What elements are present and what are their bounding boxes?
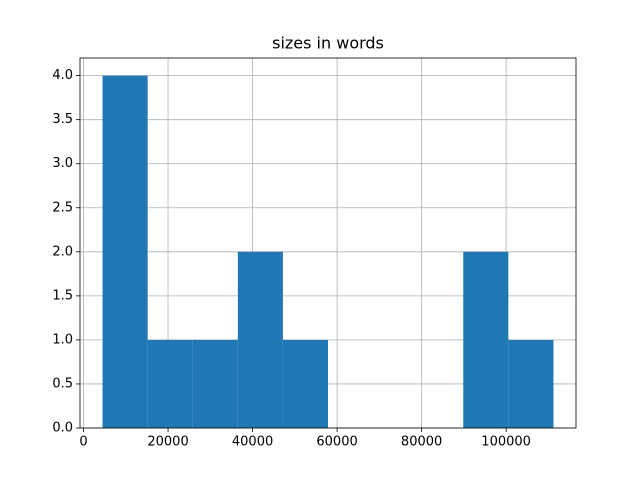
bar bbox=[282, 339, 328, 428]
chart-title: sizes in words bbox=[272, 34, 384, 53]
bar bbox=[508, 339, 554, 428]
bar bbox=[102, 75, 148, 428]
y-tick-label: 1.5 bbox=[52, 288, 73, 303]
y-tick-label: 0.0 bbox=[52, 421, 73, 436]
bar bbox=[192, 339, 238, 428]
y-tick-label: 0.5 bbox=[52, 376, 73, 391]
y-tick-label: 3.5 bbox=[52, 112, 73, 127]
y-tick-label: 2.0 bbox=[52, 244, 73, 259]
x-tick-label: 20000 bbox=[147, 435, 188, 450]
y-tick-label: 2.5 bbox=[52, 200, 73, 215]
bar bbox=[463, 251, 509, 428]
y-tick-label: 1.0 bbox=[52, 332, 73, 347]
bar bbox=[237, 251, 283, 428]
x-tick-label: 100000 bbox=[481, 435, 531, 450]
y-tick-label: 3.0 bbox=[52, 156, 73, 171]
x-tick-label: 60000 bbox=[316, 435, 357, 450]
y-tick-label: 4.0 bbox=[52, 68, 73, 83]
x-tick-label: 40000 bbox=[232, 435, 273, 450]
x-tick-label: 80000 bbox=[401, 435, 442, 450]
plot-frame bbox=[79, 57, 577, 429]
x-tick-label: 0 bbox=[79, 435, 87, 450]
bar bbox=[147, 339, 193, 428]
